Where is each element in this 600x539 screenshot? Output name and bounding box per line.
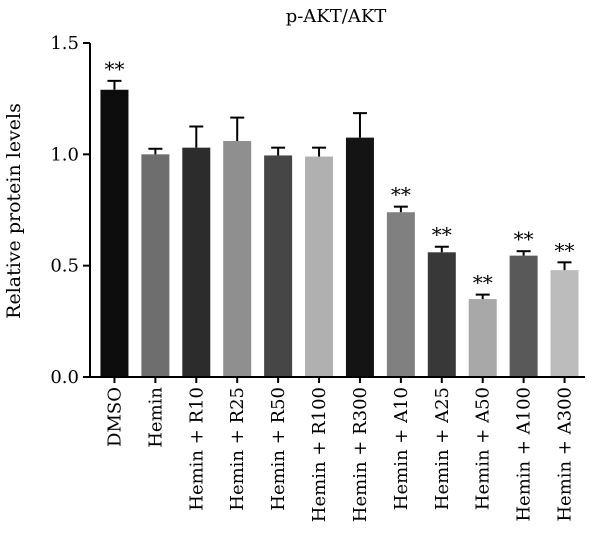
x-tick-label-11: Hemin + A100 [514,387,535,522]
x-tick-label-4: Hemin + R25 [227,387,248,511]
x-tick-label-10: Hemin + A50 [473,387,494,510]
bar-8 [386,212,415,377]
x-tick-label-12: Hemin + A300 [555,387,576,522]
bar-4 [223,140,252,377]
x-tick-label-8: Hemin + A10 [391,387,412,510]
bar-1 [100,89,129,377]
bars-group [100,89,579,377]
y-ticks-group: 0.0 0.5 1.0 1.5 [50,33,90,388]
x-tick-label-6: Hemin + R100 [309,387,330,522]
x-tick-label-1: DMSO [104,387,125,447]
bar-7 [345,137,374,377]
y-tick-label-3: 1.0 [50,144,79,165]
significance-9: ** [432,223,452,247]
bar-11 [509,255,538,377]
y-tick-label-2: 0.5 [50,256,79,277]
bar-2 [141,154,170,377]
significance-10: ** [473,271,493,295]
error-bars-group [107,79,572,300]
bar-12 [550,270,579,377]
bar-5 [264,155,293,377]
x-tick-label-3: Hemin + R10 [186,387,207,511]
bar-9 [427,252,456,377]
x-tick-label-2: Hemin [145,387,166,448]
y-tick-label-1: 0.0 [50,367,79,388]
significance-11: ** [514,227,534,251]
chart-title: p-AKT/AKT [286,6,387,27]
bar-10 [468,299,497,377]
y-tick-label-4: 1.5 [50,33,79,54]
x-categories-group: DMSO Hemin Hemin + R10 Hemin + R25 Hemin + R… [104,377,576,522]
x-tick-label-9: Hemin + A25 [432,387,453,510]
significance-group: ** ** ** ** ** ** [104,57,574,295]
bar-6 [305,156,334,377]
significance-12: ** [555,238,575,262]
y-axis-label: Relative protein levels [3,103,25,319]
significance-1: ** [104,57,124,81]
bar-3 [182,147,211,377]
x-tick-label-5: Hemin + R50 [268,387,289,511]
x-tick-label-7: Hemin + R300 [350,387,371,522]
significance-8: ** [391,183,411,207]
